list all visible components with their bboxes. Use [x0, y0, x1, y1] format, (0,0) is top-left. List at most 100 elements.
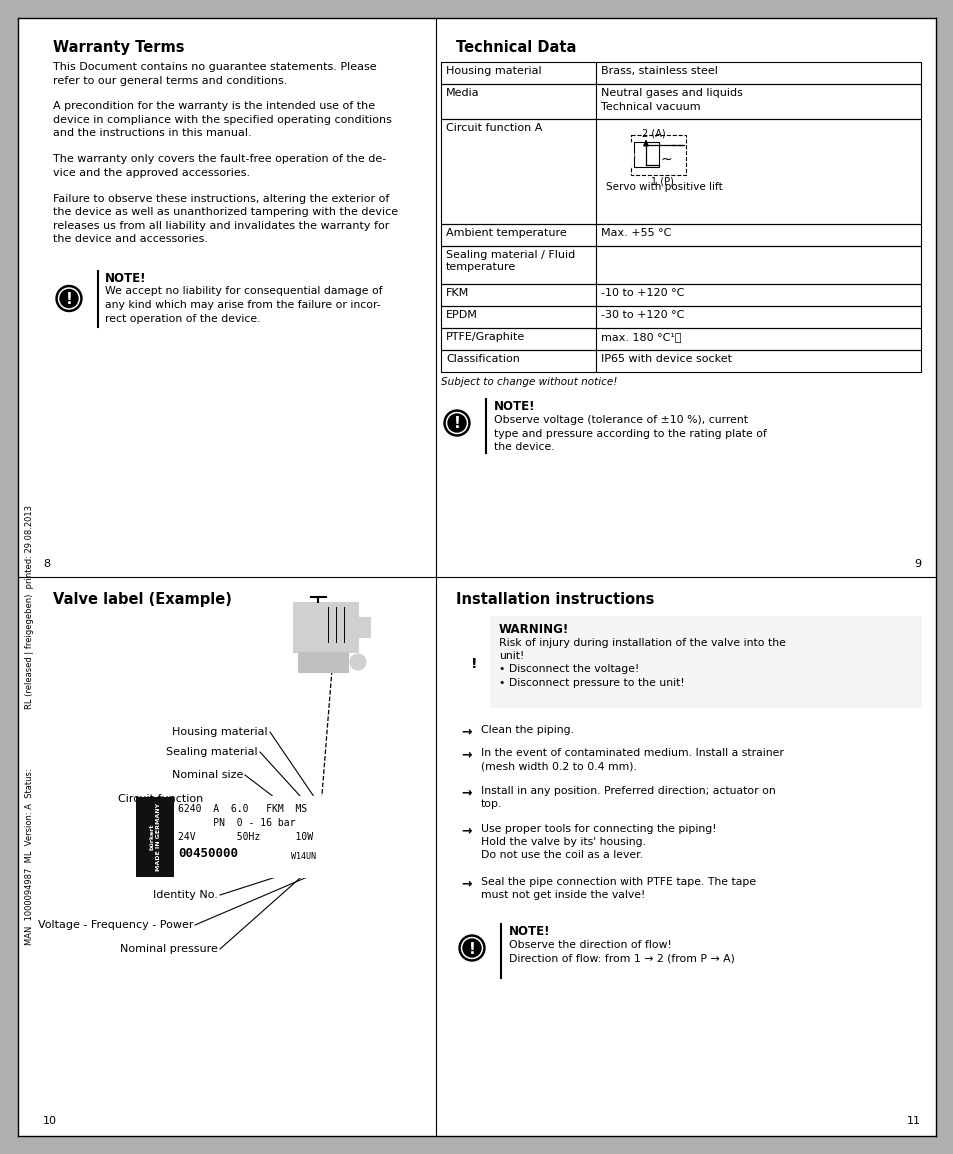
Circle shape — [461, 937, 482, 959]
Text: Sealing material: Sealing material — [166, 747, 257, 757]
Bar — [440, 62, 920, 84]
Circle shape — [56, 285, 82, 312]
Text: Use proper tools for connecting the piping!
Hold the valve by its' housing.
Do n: Use proper tools for connecting the pipi… — [480, 824, 716, 861]
Text: Nominal pressure: Nominal pressure — [120, 944, 218, 954]
Text: Brass, stainless steel: Brass, stainless steel — [600, 66, 717, 76]
Text: In the event of contaminated medium. Install a strainer
(mesh width 0.2 to 0.4 m: In the event of contaminated medium. Ins… — [480, 748, 783, 771]
Text: IP65 with device socket: IP65 with device socket — [600, 354, 731, 364]
Text: Circuit function A: Circuit function A — [446, 123, 542, 133]
Bar — [491, 617, 920, 707]
Text: We accept no liability for consequential damage of
any kind which may arise from: We accept no liability for consequential… — [105, 286, 382, 324]
Circle shape — [350, 654, 366, 670]
Bar — [440, 84, 920, 119]
Text: Identity No.: Identity No. — [153, 890, 218, 900]
Text: PN  0 - 16 bar: PN 0 - 16 bar — [178, 818, 295, 829]
Text: 2 (A): 2 (A) — [641, 129, 665, 138]
Text: 8: 8 — [43, 559, 51, 569]
Text: ~: ~ — [659, 153, 671, 167]
Text: →: → — [460, 877, 471, 890]
Text: -10 to +120 °C: -10 to +120 °C — [600, 288, 683, 298]
Text: Subject to change without notice!: Subject to change without notice! — [440, 377, 617, 387]
Bar — [634, 142, 659, 167]
Polygon shape — [459, 650, 488, 670]
Text: →: → — [460, 748, 471, 760]
Text: Warranty Terms: Warranty Terms — [53, 40, 184, 55]
Circle shape — [443, 410, 470, 436]
Text: Sealing material / Fluid
temperature: Sealing material / Fluid temperature — [446, 250, 575, 271]
Text: Media: Media — [446, 88, 479, 98]
Text: 9: 9 — [913, 559, 920, 569]
Circle shape — [60, 290, 78, 307]
Text: Servo with positive lift: Servo with positive lift — [605, 182, 722, 192]
Text: Valve label (Example): Valve label (Example) — [53, 592, 232, 607]
Bar — [630, 135, 685, 175]
Text: 1 (P): 1 (P) — [650, 177, 673, 187]
Text: 11: 11 — [906, 1116, 920, 1126]
Circle shape — [58, 288, 79, 309]
Polygon shape — [630, 142, 634, 167]
Text: Neutral gases and liquids
Technical vacuum: Neutral gases and liquids Technical vacu… — [600, 88, 742, 112]
Text: Max. +55 °C: Max. +55 °C — [600, 228, 671, 238]
Text: Voltage - Frequency - Power: Voltage - Frequency - Power — [37, 920, 193, 930]
Text: NOTE!: NOTE! — [509, 926, 550, 938]
Text: RL (released | freigegeben)  printed: 29.08.2013: RL (released | freigegeben) printed: 29.… — [26, 505, 34, 709]
Text: Installation instructions: Installation instructions — [456, 592, 654, 607]
Text: The warranty only covers the fault-free operation of the de-
vice and the approv: The warranty only covers the fault-free … — [53, 155, 386, 178]
Text: →: → — [460, 725, 471, 739]
Text: PTFE/Graphite: PTFE/Graphite — [446, 332, 525, 342]
Text: WARNING!: WARNING! — [498, 623, 569, 636]
Text: -30 to +120 °C: -30 to +120 °C — [600, 310, 683, 320]
Text: Housing material: Housing material — [446, 66, 541, 76]
Text: Failure to observe these instructions, altering the exterior of
the device as we: Failure to observe these instructions, a… — [53, 194, 397, 245]
Text: Install in any position. Preferred direction; actuator on
top.: Install in any position. Preferred direc… — [480, 786, 775, 809]
Text: MAN  1000094987  ML  Version: A  Status:: MAN 1000094987 ML Version: A Status: — [26, 769, 34, 945]
Text: bürkert
MADE IN GERMANY: bürkert MADE IN GERMANY — [150, 803, 160, 871]
Text: NOTE!: NOTE! — [494, 400, 535, 413]
Text: Seal the pipe connection with PTFE tape. The tape
must not get inside the valve!: Seal the pipe connection with PTFE tape.… — [480, 877, 756, 900]
Circle shape — [458, 935, 484, 961]
Bar — [440, 328, 920, 350]
Circle shape — [462, 939, 480, 957]
Bar — [293, 602, 357, 652]
Bar — [136, 797, 326, 877]
Text: Circuit function: Circuit function — [117, 794, 203, 804]
Text: Technical Data: Technical Data — [456, 40, 576, 55]
Text: Nominal size: Nominal size — [172, 770, 243, 780]
Text: !: ! — [470, 657, 476, 670]
Text: →: → — [460, 824, 471, 837]
Text: !: ! — [468, 942, 475, 957]
Bar — [440, 119, 920, 224]
Text: 6240  A  6.0   FKM  MS: 6240 A 6.0 FKM MS — [178, 804, 307, 814]
Text: Housing material: Housing material — [172, 727, 268, 737]
Bar — [440, 246, 920, 284]
Text: NOTE!: NOTE! — [105, 271, 147, 285]
Text: Classification: Classification — [446, 354, 519, 364]
Text: Clean the piping.: Clean the piping. — [480, 725, 574, 735]
Circle shape — [446, 412, 467, 434]
Text: 10: 10 — [43, 1116, 57, 1126]
Bar — [440, 306, 920, 328]
Text: Observe voltage (tolerance of ±10 %), current
type and pressure according to the: Observe voltage (tolerance of ±10 %), cu… — [494, 415, 766, 452]
Text: Observe the direction of flow!
Direction of flow: from 1 → 2 (from P → A): Observe the direction of flow! Direction… — [509, 941, 734, 964]
Bar — [440, 284, 920, 306]
Text: EPDM: EPDM — [446, 310, 477, 320]
Text: Type: Type — [148, 822, 172, 832]
Text: →: → — [460, 786, 471, 799]
Text: !: ! — [453, 417, 460, 432]
Text: 00450000: 00450000 — [178, 847, 237, 860]
Bar — [297, 652, 348, 672]
Text: This Document contains no guarantee statements. Please
refer to our general term: This Document contains no guarantee stat… — [53, 62, 376, 85]
Bar — [440, 224, 920, 246]
Text: Risk of injury during installation of the valve into the
unit!
• Disconnect the : Risk of injury during installation of th… — [498, 638, 785, 688]
Text: 24V       50Hz      10W: 24V 50Hz 10W — [178, 832, 313, 842]
Bar — [440, 350, 920, 372]
Text: !: ! — [66, 292, 72, 307]
Bar — [136, 797, 173, 877]
Text: W14UN: W14UN — [291, 852, 315, 861]
Circle shape — [448, 414, 465, 432]
Text: A precondition for the warranty is the intended use of the
device in compliance : A precondition for the warranty is the i… — [53, 102, 392, 138]
Text: FKM: FKM — [446, 288, 469, 298]
Bar — [357, 617, 370, 637]
Text: max. 180 °C¹⧠: max. 180 °C¹⧠ — [600, 332, 680, 342]
Text: Ambient temperature: Ambient temperature — [446, 228, 566, 238]
